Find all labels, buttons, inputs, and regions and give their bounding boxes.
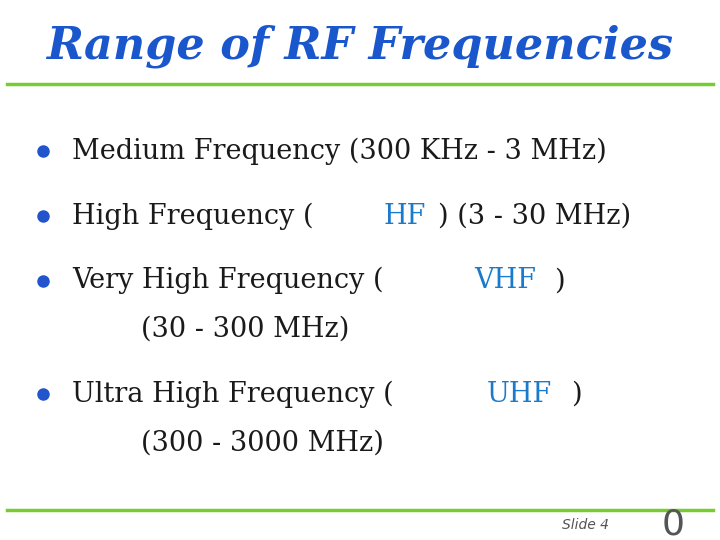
Text: High Frequency (: High Frequency ( [72, 202, 313, 230]
Text: Range of RF Frequencies: Range of RF Frequencies [47, 24, 673, 68]
Text: 0: 0 [662, 508, 685, 540]
Text: VHF: VHF [474, 267, 536, 294]
Text: UHF: UHF [487, 381, 552, 408]
Text: ): ) [554, 267, 564, 294]
Text: (300 - 3000 MHz): (300 - 3000 MHz) [72, 429, 384, 456]
Text: Very High Frequency (: Very High Frequency ( [72, 267, 384, 294]
Text: ): ) [571, 381, 582, 408]
Text: ) (3 - 30 MHz): ) (3 - 30 MHz) [438, 202, 631, 230]
Text: (30 - 300 MHz): (30 - 300 MHz) [72, 316, 349, 343]
Text: HF: HF [384, 202, 426, 230]
Text: Ultra High Frequency (: Ultra High Frequency ( [72, 381, 394, 408]
Text: Medium Frequency (300 KHz - 3 MHz): Medium Frequency (300 KHz - 3 MHz) [72, 138, 607, 165]
Text: Slide 4: Slide 4 [562, 518, 608, 532]
